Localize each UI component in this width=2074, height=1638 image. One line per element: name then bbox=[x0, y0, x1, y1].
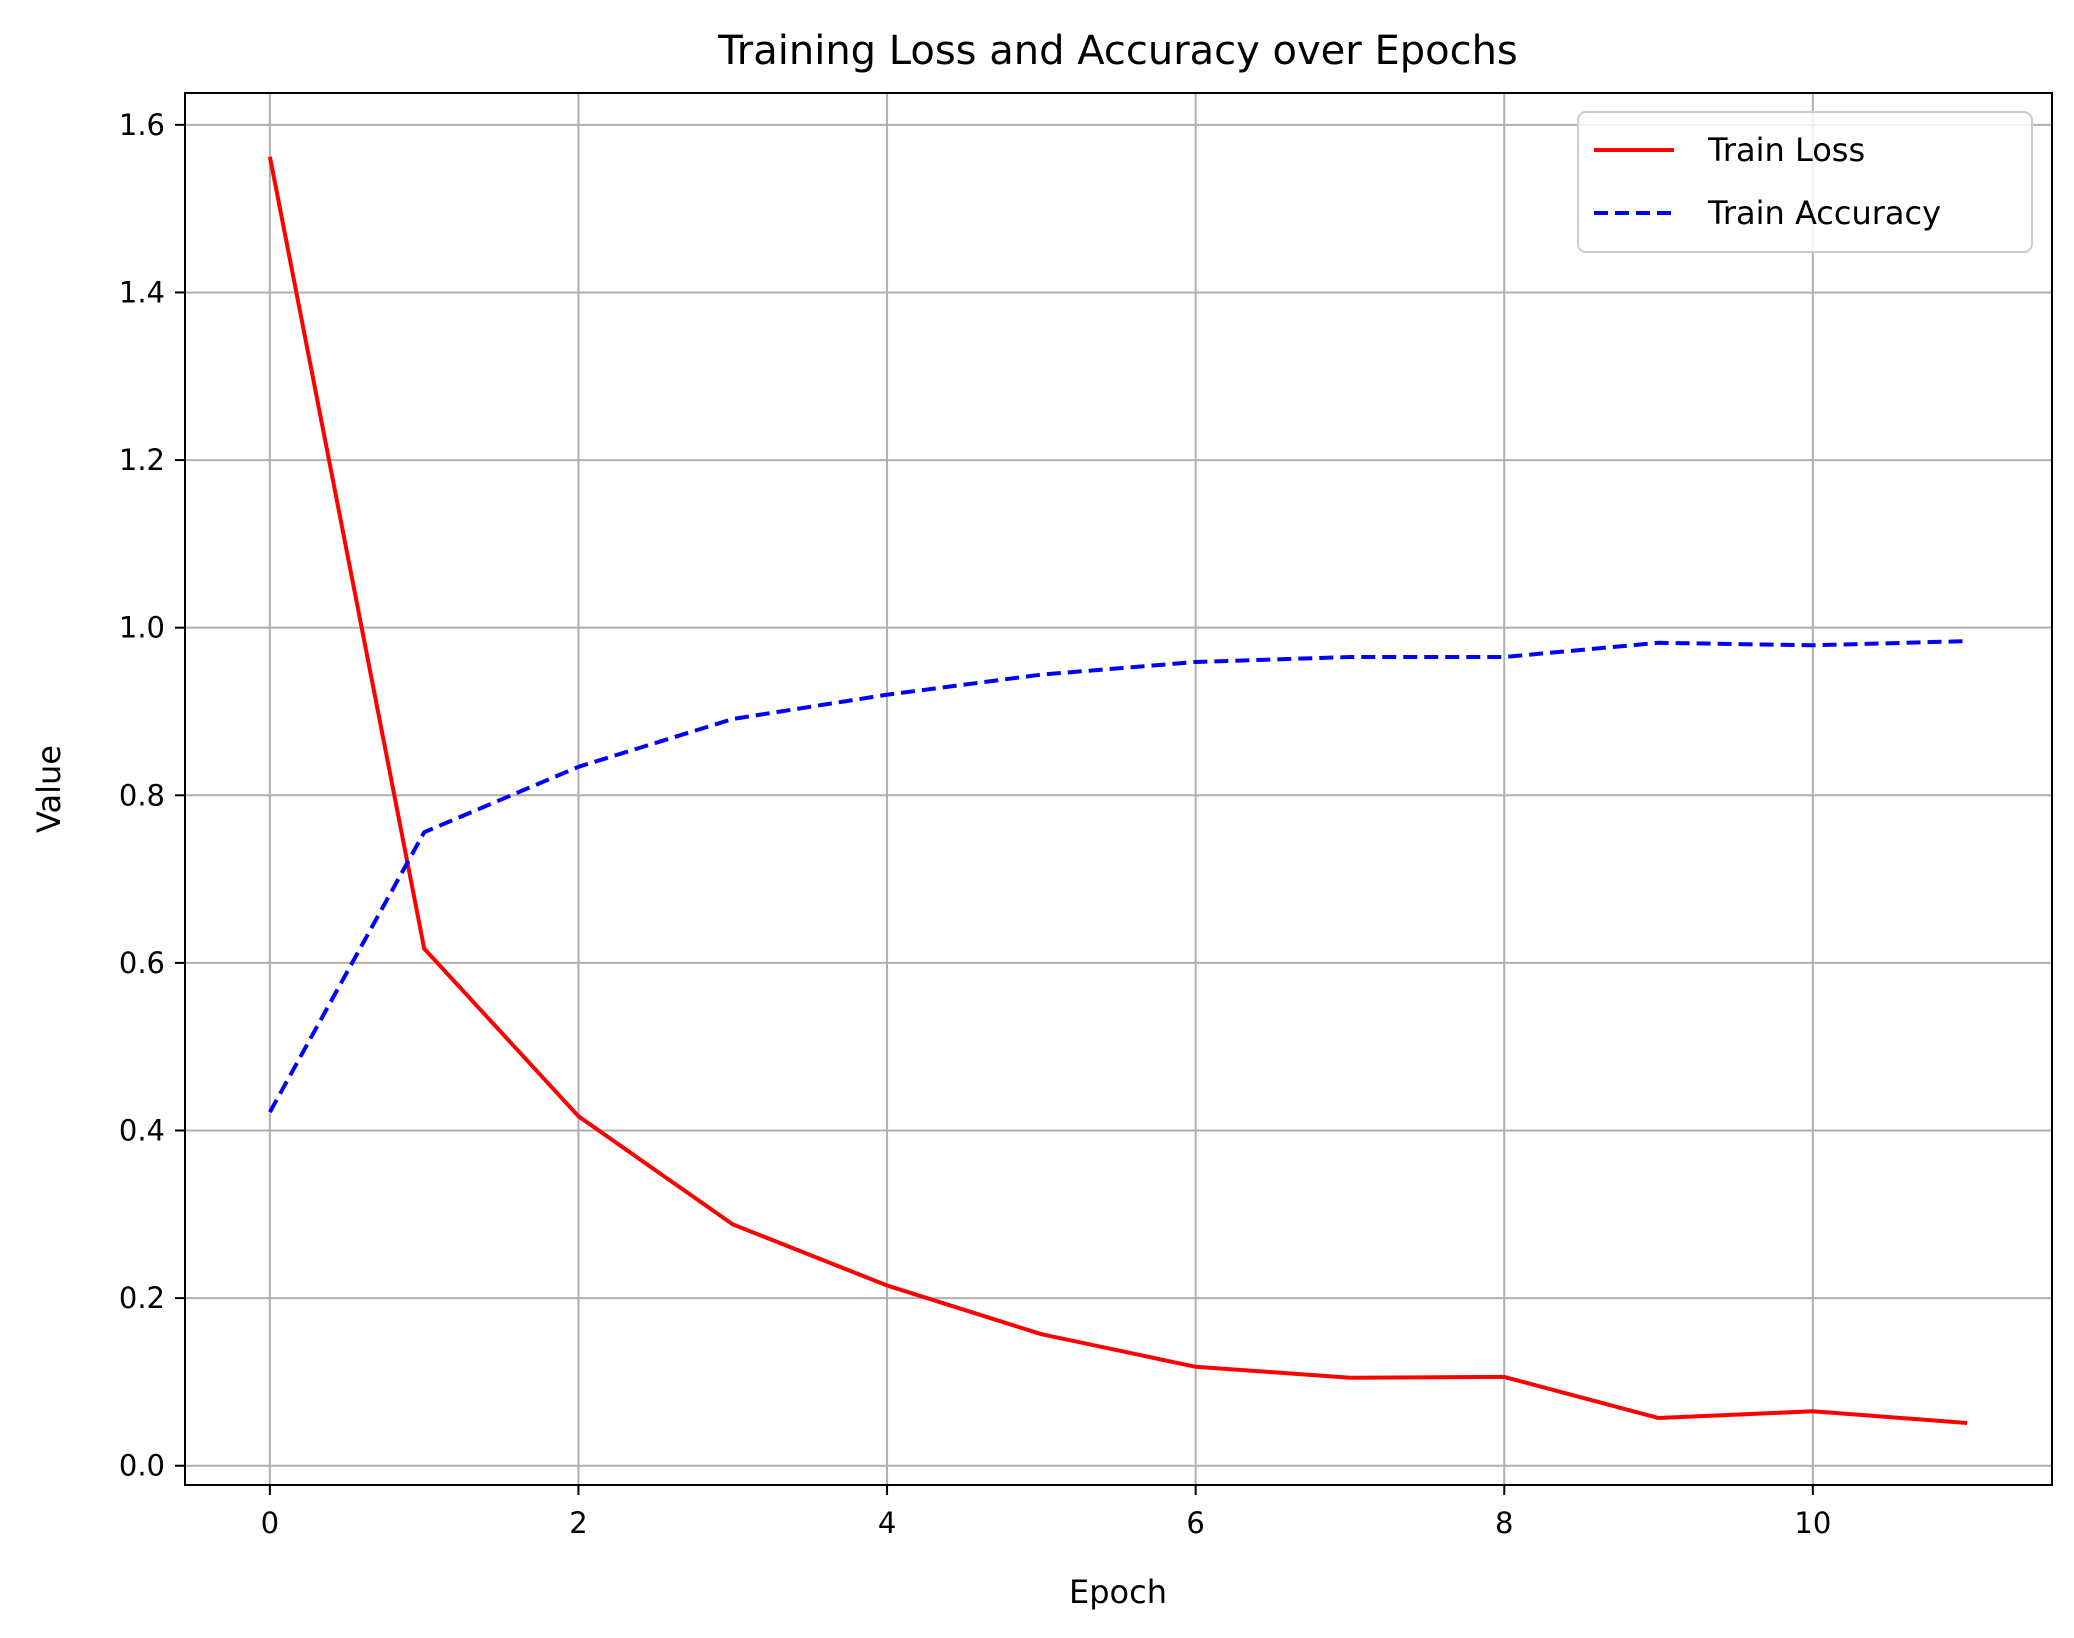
legend: Train Loss Train Accuracy bbox=[1577, 111, 2033, 253]
y-tick-label: 1.6 bbox=[119, 108, 165, 142]
series-layer bbox=[267, 156, 1968, 1425]
y-tick-label: 0.8 bbox=[119, 778, 165, 812]
grid-lines bbox=[185, 93, 2052, 1485]
y-tick-label: 1.2 bbox=[119, 443, 165, 477]
plot-area-frame bbox=[184, 92, 2053, 1486]
y-tick-label: 0.4 bbox=[119, 1114, 165, 1148]
y-tick-label: 0.2 bbox=[119, 1281, 165, 1315]
y-tick-label: 0.6 bbox=[119, 946, 165, 980]
chart-title: Training Loss and Accuracy over Epochs bbox=[717, 28, 1518, 74]
x-tick-label: 8 bbox=[1495, 1506, 1513, 1540]
x-tick-label: 0 bbox=[261, 1506, 279, 1540]
x-axis-label: Epoch bbox=[1069, 1573, 1167, 1611]
legend-label: Train Loss bbox=[1707, 131, 1865, 169]
y-tick-label: 0.0 bbox=[119, 1449, 165, 1483]
y-axis-label: Value bbox=[30, 745, 68, 833]
series-line-train-loss bbox=[267, 156, 1968, 1425]
axis-ticks: 0 2 4 6 8 10 0.0 0.2 0.4 0.6 0.8 1.0 1.2 1.4 1.6 bbox=[119, 108, 1831, 1540]
series-line-train-accuracy bbox=[268, 639, 1968, 1114]
legend-label: Train Accuracy bbox=[1707, 194, 1941, 232]
x-tick-label: 4 bbox=[878, 1506, 896, 1540]
y-tick-label: 1.4 bbox=[119, 275, 165, 309]
x-tick-label: 2 bbox=[569, 1506, 587, 1540]
x-tick-label: 10 bbox=[1794, 1506, 1831, 1540]
legend-box bbox=[1577, 111, 2033, 253]
y-tick-label: 1.0 bbox=[119, 611, 165, 645]
x-tick-label: 6 bbox=[1186, 1506, 1204, 1540]
